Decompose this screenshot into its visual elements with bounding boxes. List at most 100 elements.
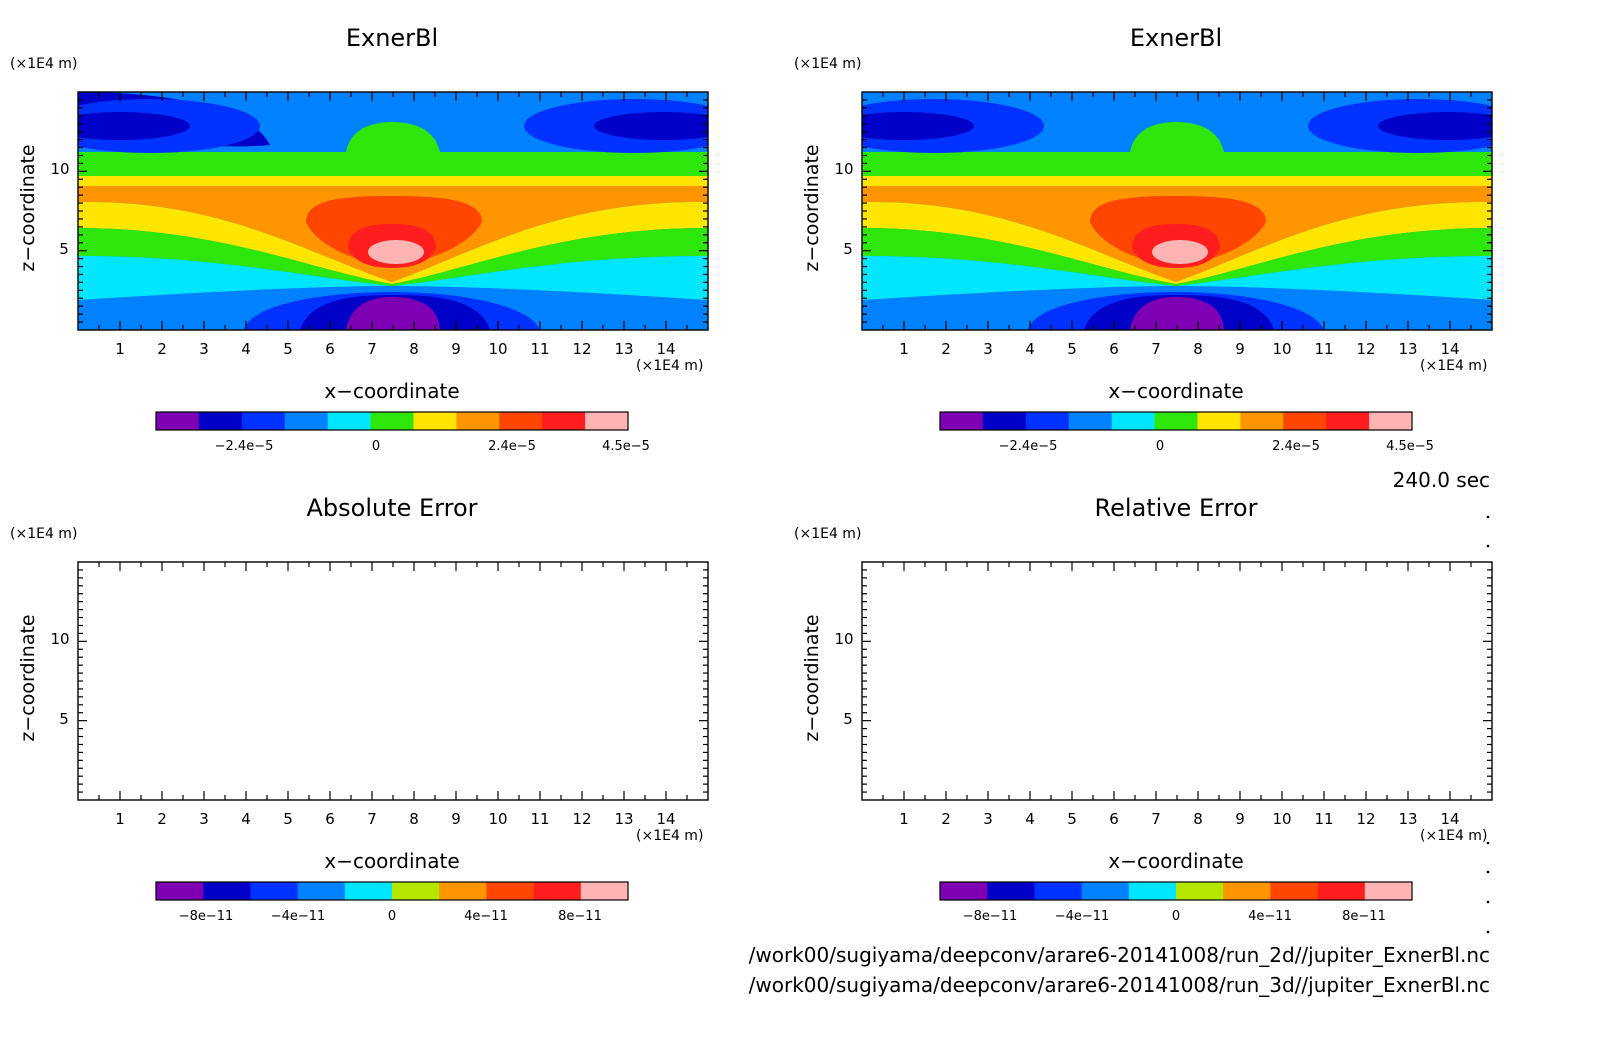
x-tick-marks: [862, 562, 1492, 800]
colorbar-label: 4e−11: [1248, 909, 1292, 924]
contour-field: [862, 92, 1492, 330]
x-tick-label: 12: [1356, 810, 1375, 828]
colorbar-swatch: [1317, 882, 1366, 900]
plot-frame: [861, 561, 1493, 801]
colorbar-swatch: [1034, 882, 1083, 900]
colorbar-swatch: [499, 412, 543, 430]
colorbar-swatch: [580, 882, 629, 900]
source-file-2d: /work00/sugiyama/deepconv/arare6-2014100…: [749, 943, 1490, 967]
colorbar-label: 4.5e−5: [602, 439, 650, 454]
x-tick-label: 4: [241, 810, 251, 828]
colorbar-swatch: [439, 882, 487, 900]
x-tick-labels: 1 2 3 4 5 6 7 8 9 10 11 12 13 14: [899, 810, 1459, 828]
colorbar-frame: [155, 881, 629, 901]
panel-title: ExnerBl: [346, 24, 438, 52]
colorbar-label: 8e−11: [1342, 909, 1386, 924]
colorbar-frame: [939, 411, 1413, 431]
y-unit-label: (×1E4 m): [794, 56, 861, 72]
y-unit-label: (×1E4 m): [794, 526, 861, 542]
x-tick-label: 1: [899, 810, 909, 828]
colorbar-swatch: [1364, 882, 1413, 900]
colorbar-label: −2.4e−5: [215, 439, 274, 454]
x-tick-label: 11: [1314, 810, 1333, 828]
x-tick-label: 5: [283, 340, 293, 358]
x-tick-label: 11: [530, 810, 549, 828]
x-tick-label: 6: [325, 340, 335, 358]
x-tick-label: 1: [899, 340, 909, 358]
x-tick-label: 9: [1235, 340, 1245, 358]
panel-top-right: ExnerBl (×1E4 m): [794, 24, 1493, 454]
y-unit-label: (×1E4 m): [10, 56, 77, 72]
colorbar-swatch: [370, 412, 414, 430]
colorbar-swatch: [1176, 882, 1224, 900]
colorbar-swatch: [392, 882, 440, 900]
edge-dots: [1486, 515, 1490, 934]
x-tick-label: 12: [572, 340, 591, 358]
colorbar-swatch: [940, 882, 988, 900]
x-tick-label: 6: [1109, 810, 1119, 828]
x-axis-label: x−coordinate: [324, 379, 459, 403]
colorbar-swatch: [1111, 412, 1156, 430]
colorbar: [939, 881, 1413, 901]
colorbar-swatch: [533, 882, 582, 900]
colorbar-label: −8e−11: [179, 909, 234, 924]
x-tick-label: 11: [530, 340, 549, 358]
y-tick-label: 10: [834, 630, 853, 648]
x-tick-label: 14: [1440, 810, 1459, 828]
x-tick-label: 7: [1151, 340, 1161, 358]
x-tick-marks: [862, 92, 1492, 330]
colorbar-swatch: [486, 882, 535, 900]
colorbar-label: 0: [1156, 439, 1164, 454]
colorbar-label: 4e−11: [464, 909, 508, 924]
x-tick-label: 13: [1398, 340, 1417, 358]
colorbar-swatch: [1128, 882, 1177, 900]
contour-field: [78, 92, 708, 330]
colorbar-swatch: [284, 412, 329, 430]
colorbar-swatch: [250, 882, 299, 900]
colorbar-swatch: [1025, 412, 1070, 430]
colorbar-swatch: [344, 882, 393, 900]
x-tick-label: 8: [1193, 340, 1203, 358]
colorbar-label: −4e−11: [271, 909, 326, 924]
colorbar-label: −4e−11: [1055, 909, 1110, 924]
x-tick-label: 3: [199, 340, 209, 358]
colorbar-swatch: [1068, 412, 1113, 430]
x-tick-label: 1: [115, 810, 125, 828]
x-tick-label: 8: [409, 340, 419, 358]
colorbar-label: 0: [372, 439, 380, 454]
x-tick-label: 12: [1356, 340, 1375, 358]
colorbar-label: −2.4e−5: [999, 439, 1058, 454]
y-tick-label: 10: [834, 160, 853, 178]
x-tick-label: 2: [941, 340, 951, 358]
x-tick-label: 1: [115, 340, 125, 358]
x-tick-label: 13: [614, 340, 633, 358]
x-tick-labels: 1 2 3 4 5 6 7 8 9 10 11 12 13 14: [899, 340, 1459, 358]
colorbar-swatch: [156, 412, 200, 430]
x-tick-label: 10: [1272, 810, 1291, 828]
colorbar: [155, 411, 629, 431]
x-tick-label: 14: [1440, 340, 1459, 358]
y-tick-label: 10: [50, 160, 69, 178]
x-tick-labels: 1 2 3 4 5 6 7 8 9 10 11 12 13 14: [115, 340, 675, 358]
x-tick-label: 4: [1025, 810, 1035, 828]
x-tick-label: 9: [451, 340, 461, 358]
colorbar-label: −8e−11: [963, 909, 1018, 924]
colorbar-swatch: [156, 882, 204, 900]
colorbar-swatch: [1369, 412, 1413, 430]
y-axis-label: z−coordinate: [801, 614, 823, 741]
colorbar-swatch: [1326, 412, 1370, 430]
colorbar-swatch: [982, 412, 1027, 430]
x-tick-label: 9: [1235, 810, 1245, 828]
colorbar-swatch: [1197, 412, 1241, 430]
panel-bottom-left: Absolute Error (×1E4 m) 1 2 3 4 5 6 7 8 9 10 11 12 1…: [10, 494, 709, 924]
x-tick-label: 10: [488, 810, 507, 828]
x-tick-label: 6: [325, 810, 335, 828]
colorbar-swatch: [327, 412, 372, 430]
time-label: 240.0 sec: [1393, 468, 1490, 492]
x-tick-marks: [78, 562, 708, 800]
colorbar-label: 0: [388, 909, 396, 924]
x-tick-label: 3: [199, 810, 209, 828]
colorbar-frame: [155, 411, 629, 431]
x-unit-label: (×1E4 m): [1420, 358, 1487, 374]
